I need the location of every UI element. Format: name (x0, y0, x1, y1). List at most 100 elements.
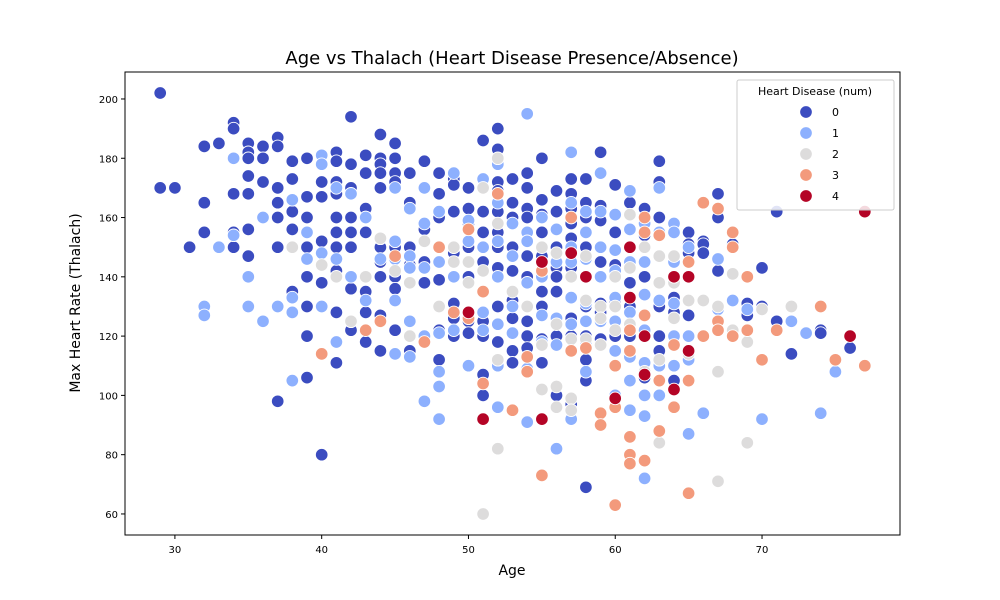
data-point-series-0 (329, 210, 344, 225)
data-point-series-1 (403, 350, 417, 364)
data-point-series-1 (652, 388, 667, 403)
data-point-series-2 (681, 293, 696, 308)
data-point-series-3 (520, 364, 534, 379)
data-point-series-0 (358, 166, 373, 180)
data-point-series-0 (270, 195, 285, 210)
data-point-series-2 (491, 216, 505, 231)
data-point-series-1 (388, 347, 402, 361)
data-point-series-1 (652, 181, 667, 195)
data-point-series-0 (520, 166, 534, 180)
data-point-series-4 (535, 255, 549, 269)
data-point-series-1 (447, 166, 461, 180)
data-point-series-2 (696, 293, 711, 308)
data-point-series-0 (314, 234, 329, 249)
data-point-series-2 (740, 436, 755, 450)
data-point-series-2 (373, 231, 388, 246)
data-point-series-3 (740, 323, 755, 337)
data-point-series-0 (549, 270, 564, 284)
data-point-series-2 (417, 234, 432, 249)
data-point-series-0 (314, 276, 329, 290)
data-point-series-0 (403, 166, 417, 180)
data-point-series-3 (813, 299, 828, 314)
data-point-series-1 (329, 252, 344, 266)
data-point-series-1 (564, 195, 578, 210)
y-tick-label: 80 (105, 451, 118, 462)
data-point-series-1 (329, 181, 344, 195)
data-point-series-3 (623, 430, 637, 444)
data-point-series-1 (476, 323, 490, 337)
data-point-series-2 (564, 403, 578, 417)
data-point-series-1 (623, 184, 637, 198)
data-point-series-1 (505, 216, 520, 231)
data-point-series-0 (755, 261, 769, 275)
data-point-series-3 (711, 323, 725, 337)
data-point-series-2 (623, 207, 637, 222)
data-point-series-0 (535, 193, 549, 207)
data-point-series-1 (314, 157, 329, 171)
data-point-series-2 (505, 284, 520, 299)
data-point-series-2 (549, 317, 564, 331)
data-point-series-1 (491, 317, 505, 331)
data-point-series-1 (593, 270, 608, 284)
data-point-series-0 (593, 145, 608, 160)
data-point-series-1 (226, 228, 241, 243)
data-point-series-1 (344, 270, 358, 284)
legend-label-4: 4 (832, 190, 839, 203)
data-point-series-2 (784, 299, 799, 314)
data-point-series-4 (667, 382, 681, 397)
data-point-series-0 (505, 264, 520, 278)
data-point-series-3 (725, 329, 740, 343)
data-point-series-0 (270, 394, 285, 409)
data-point-series-0 (520, 329, 534, 343)
data-point-series-1 (285, 305, 300, 320)
data-point-series-3 (564, 210, 578, 225)
data-point-series-1 (579, 364, 593, 379)
data-point-series-0 (388, 281, 402, 296)
data-point-series-1 (432, 255, 446, 269)
data-point-series-3 (652, 424, 667, 438)
data-point-series-3 (491, 187, 505, 201)
data-point-series-0 (505, 344, 520, 358)
data-point-series-0 (447, 178, 461, 192)
data-point-series-1 (270, 299, 285, 314)
data-point-series-2 (491, 441, 505, 456)
data-point-series-3 (608, 498, 622, 512)
y-tick-label: 140 (99, 273, 118, 284)
data-point-series-3 (314, 347, 329, 361)
data-point-series-1 (491, 234, 505, 249)
data-point-series-0 (344, 110, 358, 124)
data-point-series-0 (373, 127, 388, 142)
y-tick-label: 100 (99, 391, 118, 402)
data-point-series-0 (432, 353, 446, 367)
data-point-series-2 (667, 249, 681, 263)
data-point-series-0 (344, 210, 358, 225)
data-point-series-1 (505, 326, 520, 340)
x-axis-ticks: 30 40 50 60 70 (169, 535, 768, 556)
data-point-series-1 (197, 308, 212, 323)
data-point-series-1 (432, 412, 446, 426)
data-point-series-1 (593, 204, 608, 219)
data-point-series-3 (520, 350, 534, 364)
data-point-series-3 (637, 453, 652, 468)
data-point-series-1 (256, 210, 270, 225)
data-point-series-3 (579, 341, 593, 355)
data-point-series-1 (491, 270, 505, 284)
data-point-series-2 (344, 314, 358, 329)
data-point-series-0 (197, 139, 212, 154)
legend-marker-0 (799, 105, 813, 119)
data-point-series-2 (491, 151, 505, 166)
data-point-series-1 (491, 400, 505, 414)
data-point-series-0 (329, 356, 344, 370)
data-point-series-0 (300, 329, 314, 343)
data-point-series-1 (476, 240, 490, 254)
data-point-series-2 (476, 181, 490, 195)
data-point-series-3 (373, 314, 388, 329)
data-point-series-3 (652, 373, 667, 388)
y-tick-label: 200 (99, 95, 118, 106)
y-tick-label: 120 (99, 332, 118, 343)
data-point-series-0 (300, 299, 314, 314)
data-point-series-0 (520, 314, 534, 329)
data-point-series-2 (447, 255, 461, 269)
data-point-series-1 (696, 406, 711, 420)
data-point-series-1 (461, 358, 476, 373)
